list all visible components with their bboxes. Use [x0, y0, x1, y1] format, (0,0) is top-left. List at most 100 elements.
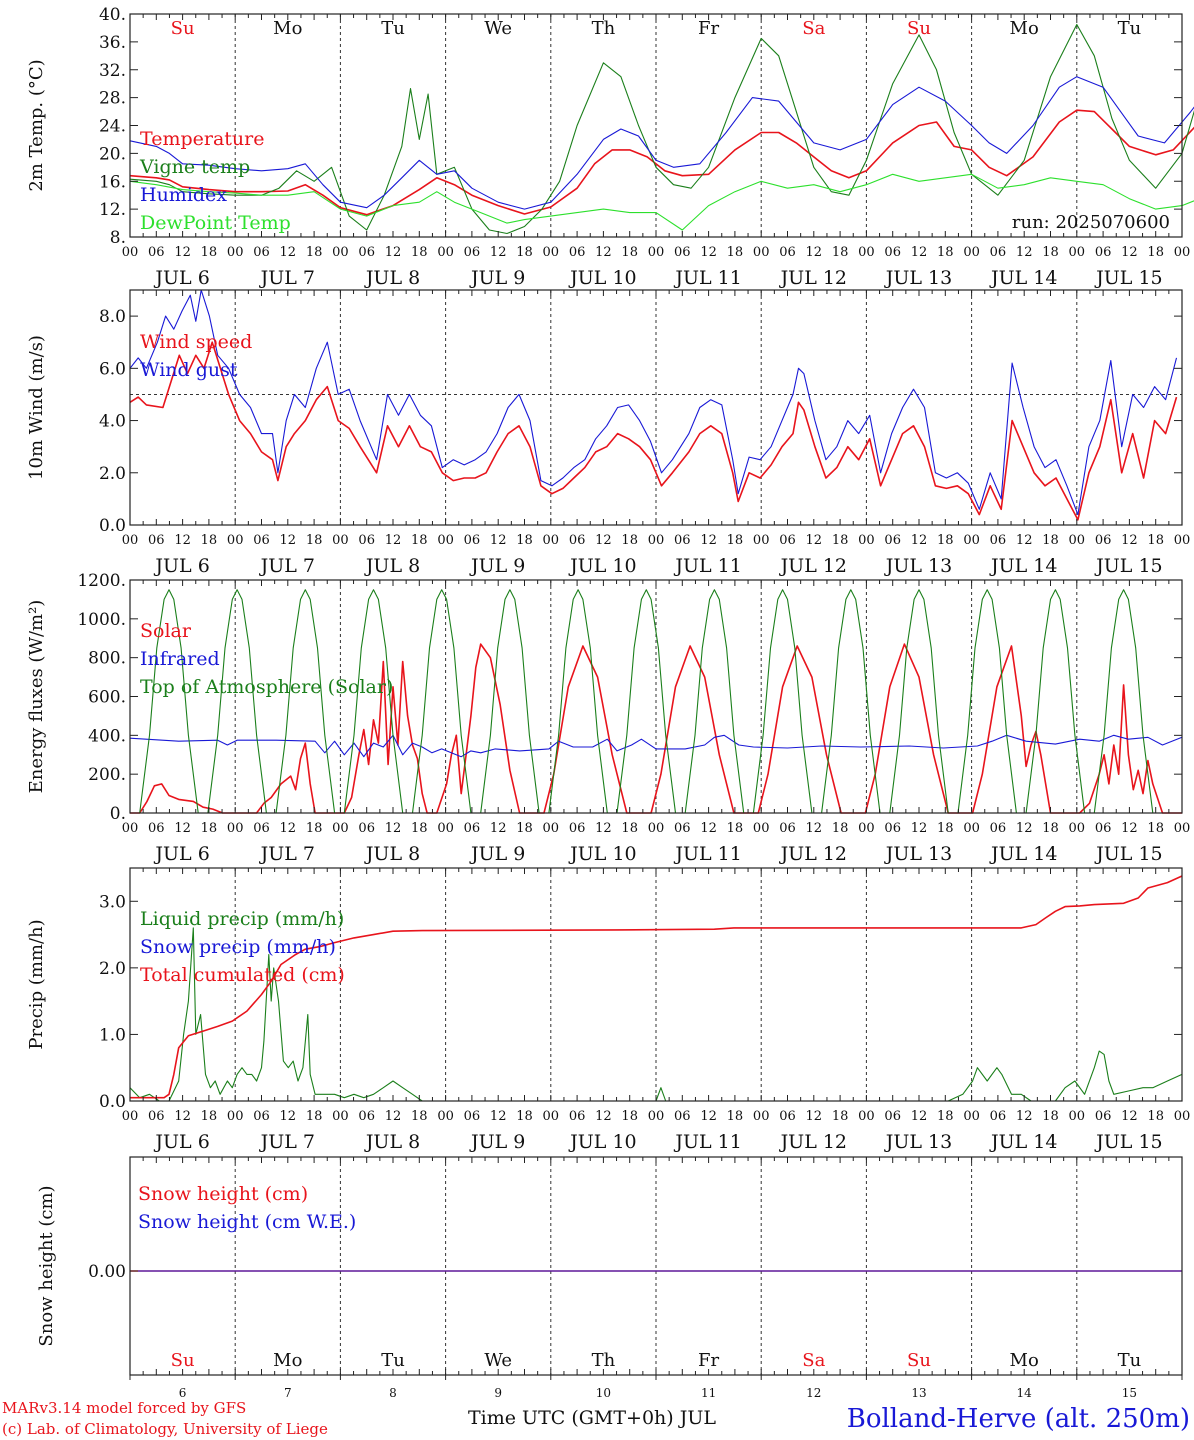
date-label: JUL 7: [259, 843, 315, 865]
hour-tick-label: 06: [253, 245, 270, 260]
date-label: JUL 12: [779, 267, 847, 289]
hour-tick-label: 18: [1042, 533, 1059, 548]
credit-line-1: MARv3.14 model forced by GFS: [2, 1399, 246, 1417]
hour-tick-label: 18: [1147, 533, 1164, 548]
y-tick-label: 3.0: [99, 892, 126, 912]
run-label: run: 2025070600: [1012, 212, 1170, 233]
legend-total-cumulated-cm: Total cumulated (cm): [140, 964, 345, 986]
hour-tick-label: 06: [779, 533, 796, 548]
hour-tick-label: 00: [332, 533, 349, 548]
y-tick-label: 28.: [99, 89, 126, 109]
hour-tick-label: 18: [201, 245, 218, 260]
hour-tick-label: 12: [174, 245, 191, 260]
date-label: JUL 6: [153, 843, 209, 865]
hour-tick-label: 06: [569, 1109, 586, 1124]
date-label: JUL 7: [259, 555, 315, 577]
hour-tick-label: 12: [280, 533, 297, 548]
hour-tick-label: 18: [306, 245, 323, 260]
hour-tick-label: 12: [385, 821, 402, 836]
hour-tick-label: 00: [648, 1109, 665, 1124]
hour-tick-label: 18: [1147, 1109, 1164, 1124]
hour-tick-label: 00: [332, 245, 349, 260]
weekday-label: Tu: [381, 1350, 405, 1371]
y-tick-label: 2.0: [99, 959, 126, 979]
panel-1: 8. 12. 16. 20. 24. 28. 32. 36. 40. 2m Temp. (°C) T…: [26, 5, 1194, 289]
series-line-total-cumulated-cm: [130, 875, 1183, 1099]
hour-tick-label: 00: [543, 245, 560, 260]
date-label: JUL 15: [1094, 555, 1162, 577]
hour-tick-label: 00: [437, 821, 454, 836]
hour-tick-label: 18: [937, 821, 954, 836]
hour-tick-label: 00: [122, 533, 139, 548]
day-number-label: 10: [596, 1386, 611, 1400]
hour-tick-label: 18: [1147, 821, 1164, 836]
hour-tick-label: 00: [858, 533, 875, 548]
hour-tick-label: 06: [779, 1109, 796, 1124]
hour-tick-label: 18: [1042, 245, 1059, 260]
credit-line-2: (c) Lab. of Climatology, University of L…: [2, 1420, 328, 1438]
y-tick-label: 8.0: [99, 307, 126, 327]
legend-wind-gust: Wind gust: [140, 359, 238, 381]
hour-tick-label: 06: [884, 533, 901, 548]
hour-tick-label: 00: [437, 533, 454, 548]
day-number-label: 15: [1122, 1386, 1137, 1400]
hour-tick-label: 12: [806, 821, 823, 836]
date-label: JUL 14: [989, 1131, 1057, 1153]
date-label: JUL 7: [259, 267, 315, 289]
y-tick-label: 2.0: [99, 464, 126, 484]
date-label: JUL 15: [1094, 1131, 1162, 1153]
hour-tick-label: 06: [358, 533, 375, 548]
date-label: JUL 13: [884, 267, 952, 289]
y-tick-label: 6.0: [99, 359, 126, 379]
date-label: JUL 10: [568, 555, 636, 577]
hour-tick-label: 12: [1016, 245, 1033, 260]
hour-tick-label: 12: [911, 821, 928, 836]
hour-tick-label: 00: [122, 245, 139, 260]
day-number-label: 9: [494, 1386, 502, 1400]
hour-tick-label: 18: [1042, 821, 1059, 836]
series-line-top-of-atmosphere-solar: [130, 589, 1182, 814]
hour-tick-label: 12: [1016, 533, 1033, 548]
hour-tick-label: 06: [884, 821, 901, 836]
y-axis-label: 10m Wind (m/s): [26, 335, 47, 480]
y-axis-label: Precip (mm/h): [26, 919, 47, 1049]
hour-tick-label: 18: [937, 533, 954, 548]
y-tick-label: 600.: [88, 688, 126, 708]
weekday-label: Mo: [1010, 18, 1039, 39]
hour-tick-label: 12: [806, 1109, 823, 1124]
hour-tick-label: 12: [1016, 1109, 1033, 1124]
y-tick-label: 12.: [99, 200, 126, 220]
hour-tick-label: 00: [1069, 533, 1086, 548]
hour-tick-label: 06: [674, 1109, 691, 1124]
hour-tick-label: 18: [201, 1109, 218, 1124]
hour-tick-label: 00: [543, 533, 560, 548]
hour-tick-label: 06: [779, 821, 796, 836]
date-label: JUL 14: [989, 843, 1057, 865]
hour-tick-label: 18: [621, 245, 638, 260]
date-label: JUL 8: [364, 555, 420, 577]
hour-tick-label: 18: [621, 1109, 638, 1124]
hour-tick-label: 00: [858, 1109, 875, 1124]
hour-tick-label: 18: [201, 533, 218, 548]
hour-tick-label: 00: [437, 245, 454, 260]
hour-tick-label: 18: [1042, 1109, 1059, 1124]
weekday-label: Tu: [381, 18, 405, 39]
hour-tick-label: 00: [963, 533, 980, 548]
hour-tick-label: 06: [148, 533, 165, 548]
series-line-vigne-temp: [129, 23, 1194, 235]
y-tick-label: 0.0: [99, 1092, 126, 1112]
hour-tick-label: 00: [648, 821, 665, 836]
y-tick-label: 24.: [99, 117, 126, 137]
date-label: JUL 10: [568, 1131, 636, 1153]
hour-tick-label: 06: [358, 821, 375, 836]
date-label: JUL 11: [673, 555, 741, 577]
weekday-label: Su: [171, 1350, 195, 1371]
panel-5: 0.00 Snow height (cm) Snow height (cm) Snow…: [36, 1156, 1183, 1400]
weekday-label: Sa: [802, 18, 825, 39]
y-tick-label: 0.: [110, 804, 126, 824]
hour-tick-label: 12: [1016, 821, 1033, 836]
panels: 8. 12. 16. 20. 24. 28. 32. 36. 40. 2m Temp. (°C) T…: [26, 5, 1194, 1400]
legend-infrared: Infrared: [140, 648, 220, 670]
